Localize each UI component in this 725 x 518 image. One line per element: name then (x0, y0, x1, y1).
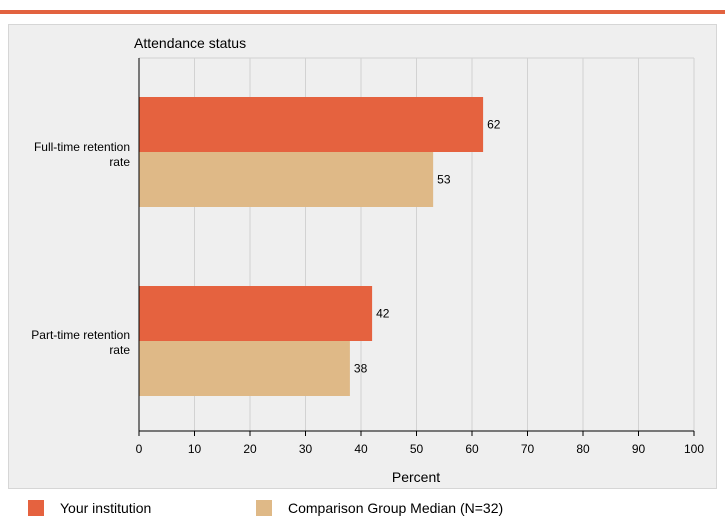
bar-chart: 62 53 42 38 0 10 20 30 40 50 60 70 80 90 100 Attendan… (31, 35, 704, 485)
x-tick-label: 50 (410, 442, 424, 456)
x-tick-label: 60 (465, 442, 479, 456)
legend-swatch (28, 500, 44, 516)
x-tick-label: 90 (632, 442, 646, 456)
category-label: rate (109, 343, 130, 357)
category-label: Part-time retention (31, 328, 130, 342)
top-accent-bar (0, 10, 725, 14)
legend-label: Your institution (60, 500, 152, 516)
legend-label: Comparison Group Median (N=32) (288, 500, 504, 516)
data-label: 38 (354, 362, 368, 376)
data-label: 62 (487, 118, 501, 132)
x-tick-label: 20 (243, 442, 257, 456)
bar (139, 341, 350, 396)
category-label: rate (109, 155, 130, 169)
x-tick-label: 40 (354, 442, 368, 456)
x-tick-label: 80 (576, 442, 590, 456)
bars: 62 53 42 38 (139, 97, 501, 396)
x-tick-label: 100 (684, 442, 704, 456)
axes: 0 10 20 30 40 50 60 70 80 90 100 (136, 58, 704, 456)
category-label: Full-time retention (34, 140, 130, 154)
bar (139, 152, 434, 207)
x-tick-label: 0 (136, 442, 143, 456)
x-tick-label: 30 (299, 442, 313, 456)
bar (139, 286, 373, 341)
x-tick-label: 70 (521, 442, 535, 456)
bar (139, 97, 484, 152)
x-tick-label: 10 (188, 442, 202, 456)
legend-item-comparison-median: Comparison Group Median (N=32) (256, 500, 503, 516)
legend-swatch (256, 500, 272, 516)
data-label: 53 (437, 173, 451, 187)
legend-item-your-institution: Your institution (28, 500, 151, 516)
chart-title: Attendance status (134, 35, 246, 51)
legend: Your institution Comparison Group Median… (0, 492, 725, 518)
x-axis-label: Percent (392, 469, 440, 485)
data-label: 42 (376, 307, 390, 321)
